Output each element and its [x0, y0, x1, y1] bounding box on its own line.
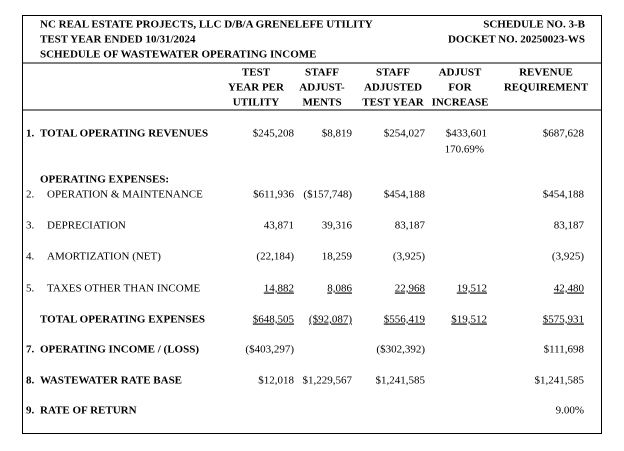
cell-value: ($92,087) — [309, 314, 352, 326]
cell-value: $687,628 — [543, 128, 585, 140]
row-label: TOTAL OPERATING EXPENSES — [40, 314, 205, 326]
row-label: TOTAL OPERATING REVENUES — [40, 128, 208, 140]
row-number: 2. — [26, 189, 35, 201]
column-header: REQUIREMENT — [504, 82, 589, 94]
cell-value: $1,229,567 — [303, 375, 353, 387]
row-label: TAXES OTHER THAN INCOME — [47, 283, 200, 295]
cell-value: ($403,297) — [245, 344, 294, 356]
row-number: 8. — [26, 375, 35, 387]
row-label: OPERATING INCOME / (LOSS) — [40, 344, 199, 356]
cell-note: 170.69% — [445, 144, 484, 156]
cell-value: $19,512 — [451, 314, 487, 326]
cell-value: 22,968 — [395, 283, 426, 295]
cell-value: 14,882 — [264, 283, 294, 295]
row-label: DEPRECIATION — [47, 220, 126, 232]
cell-value: 19,512 — [457, 283, 487, 295]
cell-value: $648,505 — [253, 314, 295, 326]
column-header: TEST — [242, 67, 271, 79]
row-number: 5. — [26, 283, 35, 295]
cell-value: 18,259 — [322, 251, 353, 263]
cell-value: $254,027 — [384, 128, 426, 140]
cell-value: $556,419 — [384, 314, 426, 326]
cell-value: $575,931 — [543, 314, 584, 326]
column-header: ADJUST- — [299, 82, 345, 94]
cell-value: 8,086 — [327, 283, 352, 295]
cell-value: (22,184) — [256, 251, 294, 263]
column-header: YEAR PER — [228, 82, 285, 94]
cell-value: $454,188 — [384, 189, 426, 201]
cell-value: $8,819 — [322, 128, 353, 140]
header-right: DOCKET NO. 20250023-WS — [448, 34, 585, 46]
cell-value: 9.00% — [556, 405, 584, 417]
cell-value: 42,480 — [554, 283, 585, 295]
cell-value: $111,698 — [544, 344, 585, 356]
table-border — [22, 15, 602, 434]
column-header: FOR — [448, 82, 472, 94]
cell-value: $454,188 — [543, 189, 585, 201]
header-left: NC REAL ESTATE PROJECTS, LLC D/B/A GRENE… — [40, 19, 373, 31]
cell-value: $12,018 — [258, 375, 294, 387]
cell-value: $1,241,585 — [535, 375, 585, 387]
cell-value: (3,925) — [552, 251, 584, 263]
row-number: 3. — [26, 220, 35, 232]
row-number: 9. — [26, 405, 35, 417]
cell-value: $1,241,585 — [376, 375, 426, 387]
header-left: SCHEDULE OF WASTEWATER OPERATING INCOME — [40, 49, 316, 61]
column-header: INCREASE — [432, 97, 489, 109]
row-number: 7. — [26, 344, 35, 356]
cell-value: 83,187 — [554, 220, 585, 232]
header-left: TEST YEAR ENDED 10/31/2024 — [40, 34, 196, 46]
row-label: WASTEWATER RATE BASE — [40, 375, 182, 387]
header-right: SCHEDULE NO. 3-B — [483, 19, 585, 31]
cell-value: $245,208 — [253, 128, 295, 140]
column-header: UTILITY — [233, 97, 280, 109]
row-label: OPERATING EXPENSES: — [40, 174, 169, 186]
column-header: STAFF — [376, 67, 410, 79]
cell-value: 83,187 — [395, 220, 426, 232]
cell-value: ($157,748) — [303, 189, 352, 201]
row-label: OPERATION & MAINTENANCE — [47, 189, 203, 201]
column-header: ADJUST — [439, 67, 482, 79]
cell-value: ($302,392) — [376, 344, 425, 356]
cell-value: $433,601 — [446, 128, 487, 140]
column-header: ADJUSTED — [364, 82, 422, 94]
cell-value: 43,871 — [264, 220, 294, 232]
column-header: TEST YEAR — [362, 97, 424, 109]
column-header: STAFF — [305, 67, 339, 79]
row-label: RATE OF RETURN — [40, 405, 137, 417]
row-number: 4. — [26, 251, 35, 263]
cell-value: $611,936 — [253, 189, 294, 201]
column-header: MENTS — [302, 97, 341, 109]
cell-value: 39,316 — [322, 220, 353, 232]
cell-value: (3,925) — [393, 251, 425, 263]
column-header: REVENUE — [519, 67, 573, 79]
row-number: 1. — [26, 128, 35, 140]
row-label: AMORTIZATION (NET) — [47, 251, 161, 263]
